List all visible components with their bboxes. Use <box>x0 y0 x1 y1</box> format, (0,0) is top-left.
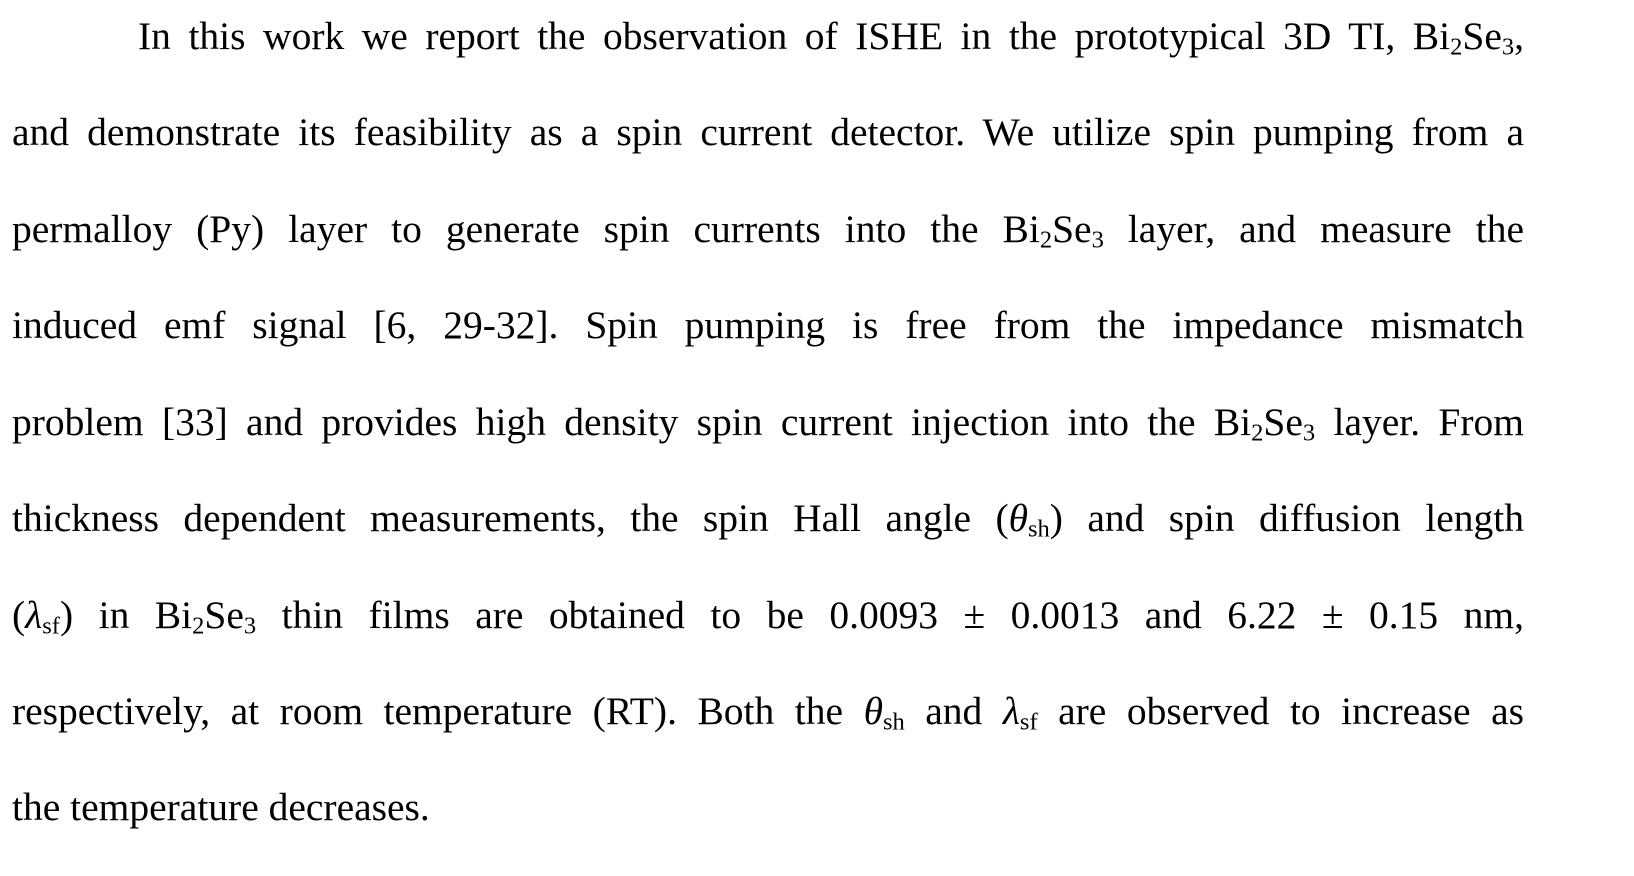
subscript: sf <box>42 612 60 640</box>
text-segment: layer. From <box>1315 400 1525 444</box>
subscript: 3 <box>1091 226 1104 254</box>
paragraph-line: induced emf signal [6, 29-32]. Spin pump… <box>12 301 1524 349</box>
subscript: 3 <box>1501 33 1515 61</box>
subscript: 2 <box>1039 226 1053 254</box>
subscript: sh <box>882 708 905 736</box>
text-segment: In this work we report the observation o… <box>138 14 1451 58</box>
paragraph-line: In this work we report the observation o… <box>138 12 1524 60</box>
text-segment: the temperature decreases. <box>12 785 430 829</box>
paragraph-line: and demonstrate its feasibility as a spi… <box>12 108 1524 156</box>
math-symbol: λ <box>25 593 43 637</box>
subscript: 2 <box>1450 33 1463 61</box>
subscript: 2 <box>192 612 205 640</box>
paragraph-line: thickness dependent measurements, the sp… <box>12 494 1524 542</box>
math-symbol: θ <box>863 689 883 733</box>
math-symbol: λ <box>1002 689 1020 733</box>
text-segment: thickness dependent measurements, the sp… <box>12 496 1009 540</box>
paragraph-line: (λsf) in Bi2Se3 thin films are obtained … <box>12 591 1524 639</box>
text-segment: , <box>1514 14 1524 58</box>
subscript: sh <box>1028 515 1050 543</box>
text-segment: and demonstrate its feasibility as a spi… <box>12 110 1524 154</box>
paragraph-line: permalloy (Py) layer to generate spin cu… <box>12 205 1524 253</box>
text-segment: induced emf signal [6, 29-32]. Spin pump… <box>12 303 1524 347</box>
paragraph-line: the temperature decreases. <box>12 783 1524 831</box>
subscript: 2 <box>1251 419 1264 447</box>
text-segment: ) and spin diffusion length <box>1049 496 1524 540</box>
text-segment: thin films are obtained to be 0.0093 ± 0… <box>256 593 1525 637</box>
text-segment: ) in Bi <box>59 593 193 637</box>
paragraph-line: respectively, at room temperature (RT). … <box>12 687 1524 735</box>
text-segment: respectively, at room temperature (RT). … <box>12 689 864 733</box>
math-symbol: θ <box>1008 496 1029 540</box>
text-segment: Se <box>1052 207 1092 251</box>
text-segment: and <box>904 689 1003 733</box>
subscript: 3 <box>1302 419 1316 447</box>
text-segment: Se <box>204 593 244 637</box>
text-segment: Se <box>1462 14 1502 58</box>
text-segment: problem [33] and provides high density s… <box>12 400 1252 444</box>
subscript: sf <box>1019 708 1038 736</box>
text-segment: permalloy (Py) layer to generate spin cu… <box>12 207 1040 251</box>
paragraph-line: problem [33] and provides high density s… <box>12 398 1524 446</box>
text-segment: Se <box>1263 400 1303 444</box>
text-segment: are observed to increase as <box>1037 689 1524 733</box>
text-segment: layer, and measure the <box>1103 207 1524 251</box>
subscript: 3 <box>243 612 257 640</box>
text-segment: ( <box>12 593 26 637</box>
